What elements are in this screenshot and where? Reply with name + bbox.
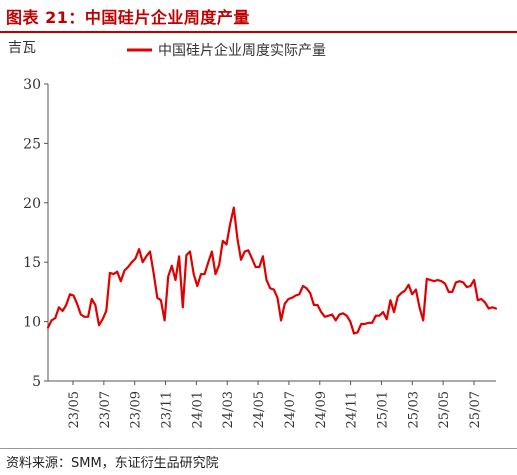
figure-title: 图表 21：中国硅片企业周度产量 xyxy=(6,8,250,27)
x-tick-label: 24/09 xyxy=(314,391,329,428)
y-tick-label: 20 xyxy=(23,196,41,212)
y-tick-label: 30 xyxy=(23,77,41,93)
y-axis-label: 吉瓦 xyxy=(8,40,36,56)
series-line-weekly-output xyxy=(46,206,498,335)
x-tick-label: 25/05 xyxy=(437,391,452,428)
x-tick-label: 24/01 xyxy=(190,391,205,428)
y-ticks: 5 10 15 20 25 30 xyxy=(23,77,48,390)
x-tick-label: 24/03 xyxy=(221,391,236,428)
x-tick-label: 25/03 xyxy=(406,391,421,428)
x-tick-label: 23/05 xyxy=(67,391,82,428)
x-tick-label: 24/11 xyxy=(345,391,360,428)
x-tick-label: 23/11 xyxy=(160,391,175,428)
x-ticks: 23/05 23/07 23/09 23/11 24/01 24/03 24/05 24/07… xyxy=(67,381,483,428)
y-tick-label: 25 xyxy=(23,136,41,152)
legend-label: 中国硅片企业周度实际产量 xyxy=(158,42,326,59)
legend: 中国硅片企业周度实际产量 xyxy=(127,42,326,59)
y-tick-label: 15 xyxy=(23,255,41,271)
x-tick-label: 25/01 xyxy=(375,391,390,428)
x-tick-label: 23/09 xyxy=(129,391,144,428)
y-tick-label: 5 xyxy=(32,374,41,390)
source-note: 资料来源：SMM，东证衍生品研究院 xyxy=(6,456,219,471)
axes xyxy=(47,84,496,382)
x-tick-label: 24/07 xyxy=(283,391,298,428)
source-rule xyxy=(0,448,517,449)
title-rule xyxy=(0,31,517,33)
y-tick-label: 10 xyxy=(23,315,41,331)
x-tick-label: 23/07 xyxy=(98,391,113,428)
x-tick-label: 25/07 xyxy=(468,391,483,428)
x-tick-label: 24/05 xyxy=(252,391,267,428)
